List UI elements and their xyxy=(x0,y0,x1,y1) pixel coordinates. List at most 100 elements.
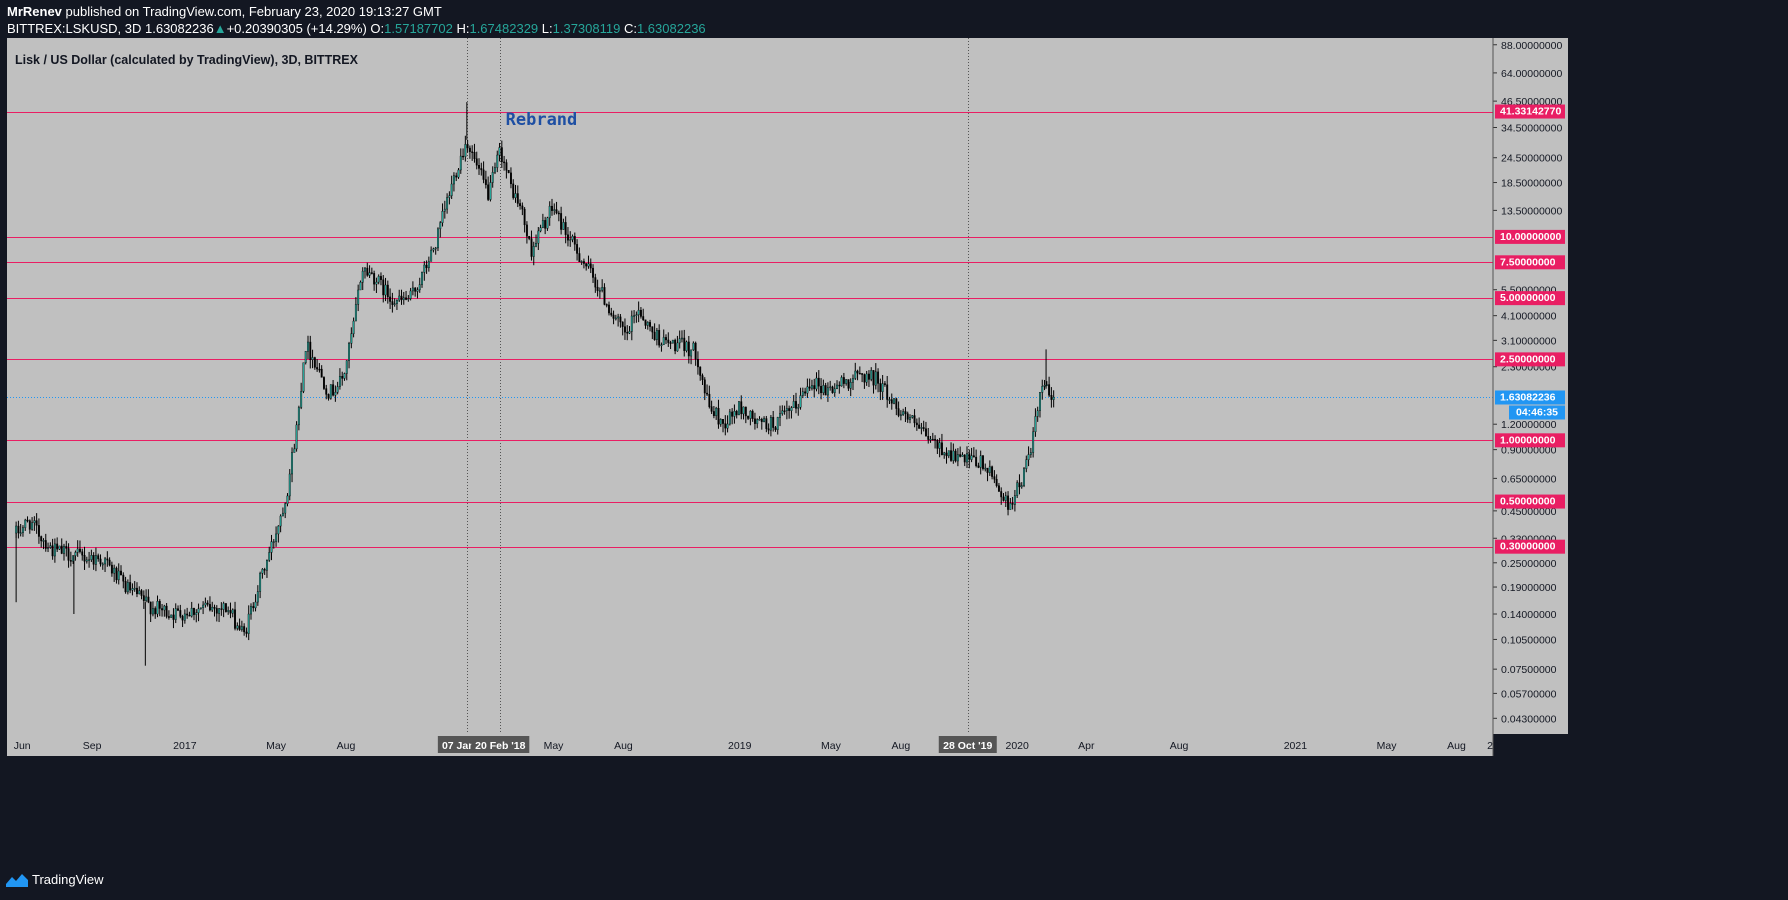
candle-up xyxy=(359,282,362,291)
candle-down xyxy=(99,558,102,565)
candle-up xyxy=(541,220,544,228)
candle-up xyxy=(63,545,65,554)
y-tick-label: 0.14000000 xyxy=(1501,609,1557,621)
candle-down xyxy=(530,238,533,257)
close-label: C: xyxy=(623,21,637,36)
level-price-badge-bg xyxy=(1495,352,1565,367)
time-marker-badge[interactable]: 20 Feb '18 xyxy=(471,736,530,753)
candle-down xyxy=(639,309,642,317)
candle-down xyxy=(760,418,763,422)
candle-up xyxy=(211,606,214,611)
candle-up xyxy=(646,322,649,326)
candle-up xyxy=(395,299,398,304)
candle-down xyxy=(831,386,834,393)
candle-up xyxy=(801,391,804,396)
level-price-badge-text: 1.00000000 xyxy=(1500,434,1556,446)
candle-up xyxy=(662,337,665,346)
candle-down xyxy=(658,330,661,346)
time-marker-badge[interactable]: 28 Oct '19 xyxy=(938,736,997,753)
candle-down xyxy=(177,608,179,611)
author-name[interactable]: MrRenev xyxy=(7,4,62,19)
candle-down xyxy=(605,304,608,306)
candle-up xyxy=(548,205,551,219)
candle-down xyxy=(115,567,118,581)
symbol-label[interactable]: BITTREX:LSKUSD, 3D xyxy=(7,21,142,36)
level-price-badge-text: 5.00000000 xyxy=(1500,292,1556,304)
candle-down xyxy=(564,222,567,235)
candle-down xyxy=(503,161,506,164)
candle-down xyxy=(509,172,512,185)
candle-down xyxy=(868,373,870,380)
candle-down xyxy=(997,485,1000,492)
candle-down xyxy=(120,570,122,576)
candle-up xyxy=(715,407,718,417)
candle-down xyxy=(263,569,266,571)
candle-up xyxy=(88,559,91,561)
level-price-badge[interactable]: 41.33142770 xyxy=(1495,104,1565,119)
candle-down xyxy=(817,377,820,387)
x-tick-label: 2021 xyxy=(1284,740,1308,752)
candle-down xyxy=(475,158,478,166)
candle-down xyxy=(879,383,882,392)
candle-down xyxy=(653,331,656,340)
candle-down xyxy=(858,372,861,375)
candle-up xyxy=(361,270,364,283)
candle-up xyxy=(218,608,221,614)
low-label: L: xyxy=(541,21,553,36)
candle-down xyxy=(731,411,734,417)
candle-up xyxy=(24,519,27,528)
candle-down xyxy=(325,388,328,395)
candle-down xyxy=(772,417,775,428)
candle-up xyxy=(671,339,674,344)
last-price-badge[interactable]: 1.63082236 xyxy=(1495,390,1565,405)
candle-up xyxy=(94,555,97,565)
candle-down xyxy=(92,555,95,565)
candle-down xyxy=(740,401,743,415)
x-tick-label: 2017 xyxy=(173,740,197,752)
candle-up xyxy=(692,342,695,351)
candle-up xyxy=(393,303,396,305)
candle-down xyxy=(945,452,948,457)
x-tick-label: Apr xyxy=(1078,740,1095,752)
level-price-badge[interactable]: 10.00000000 xyxy=(1495,229,1565,244)
candle-down xyxy=(154,608,157,615)
level-price-badge[interactable]: 7.50000000 xyxy=(1495,255,1565,270)
time-axis[interactable] xyxy=(7,734,1493,756)
countdown-badge[interactable]: 04:46:35 xyxy=(1509,405,1565,420)
open-label: O: xyxy=(370,21,385,36)
candle-down xyxy=(710,406,713,412)
level-price-badge[interactable]: 5.00000000 xyxy=(1495,291,1565,306)
candle-up xyxy=(113,567,116,574)
candle-down xyxy=(224,603,227,612)
candle-down xyxy=(674,339,677,352)
candle-up xyxy=(840,377,843,387)
level-price-badge[interactable]: 0.30000000 xyxy=(1495,539,1565,554)
level-price-badge[interactable]: 2.50000000 xyxy=(1495,352,1565,367)
level-price-badge-bg xyxy=(1495,291,1565,306)
candle-down xyxy=(234,609,236,629)
candle-down xyxy=(986,467,989,473)
tradingview-icon xyxy=(6,873,28,887)
candle-up xyxy=(617,316,620,319)
candle-up xyxy=(1004,495,1007,501)
candle-up xyxy=(929,438,932,441)
price-axis[interactable] xyxy=(1493,38,1568,734)
level-price-badge[interactable]: 1.00000000 xyxy=(1495,433,1565,448)
plot-area[interactable] xyxy=(7,38,1493,734)
candle-down xyxy=(471,151,474,153)
candle-down xyxy=(245,631,248,634)
change-value: +0.20390305 (+14.29%) xyxy=(226,21,367,36)
candle-up xyxy=(779,413,781,418)
level-price-badge[interactable]: 0.50000000 xyxy=(1495,494,1565,509)
candle-up xyxy=(131,588,134,591)
candle-up xyxy=(852,378,854,383)
candle-up xyxy=(354,304,357,322)
candle-down xyxy=(37,525,40,537)
tradingview-logo[interactable]: TradingView xyxy=(6,872,104,887)
candle-up xyxy=(870,370,873,380)
annotation-rebrand[interactable]: Rebrand xyxy=(506,110,578,130)
level-price-badge-text: 0.30000000 xyxy=(1500,541,1556,553)
candle-up xyxy=(1027,454,1030,460)
candle-down xyxy=(81,551,84,556)
